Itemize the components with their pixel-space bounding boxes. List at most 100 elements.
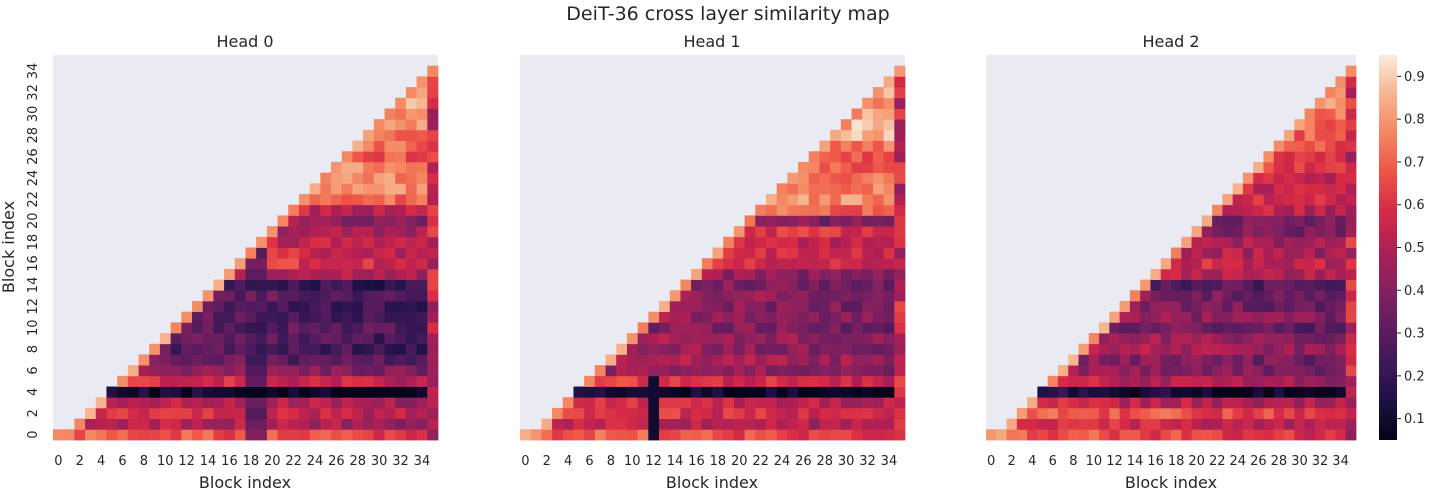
heatmap-cell (331, 247, 343, 259)
heatmap-cell (894, 397, 906, 409)
heatmap-cell (798, 183, 810, 195)
heatmap-cell (894, 87, 906, 99)
heatmap-cell (744, 311, 756, 323)
heatmap-cell (234, 407, 246, 420)
heatmap-cell (1047, 386, 1059, 398)
heatmap-cell (894, 343, 906, 355)
heatmap-cell (894, 97, 906, 109)
heatmap-cell (1284, 300, 1295, 313)
heatmap-cell (691, 365, 703, 377)
heatmap-cell (1232, 311, 1244, 323)
heatmap-cell (659, 311, 671, 323)
heatmap-cell (862, 429, 874, 441)
heatmap-cell (341, 311, 353, 323)
heatmap-cell (1304, 161, 1316, 174)
heatmap-cell (277, 215, 289, 227)
heatmap-cell (277, 418, 289, 430)
heatmap-cell (1263, 407, 1275, 420)
heatmap-cell (755, 365, 767, 377)
heatmap-cell (352, 311, 364, 323)
heatmap-cell (798, 161, 810, 174)
heatmap-cell (883, 97, 895, 109)
heatmap-cell (309, 333, 321, 345)
heatmap-cell (245, 290, 257, 302)
heatmap-cell (224, 333, 236, 345)
heatmap-cell (1160, 397, 1172, 409)
heatmap-cell (819, 375, 831, 387)
heatmap-cell (288, 418, 300, 430)
heatmap-cell (1242, 375, 1254, 387)
heatmap-cell (798, 386, 810, 398)
heatmap-cell (798, 311, 810, 323)
heatmap-cell (298, 194, 311, 206)
heatmap-cell (181, 354, 193, 366)
heatmap-cell (808, 204, 820, 216)
y-tick-label: 14 (26, 277, 41, 294)
heatmap-cell (648, 375, 660, 387)
heatmap-cell (341, 290, 353, 302)
heatmap-cell (298, 268, 311, 280)
heatmap-cell (851, 365, 863, 377)
heatmap-cell (872, 279, 885, 291)
heatmap-cell (1047, 407, 1059, 420)
heatmap-cell (384, 247, 396, 259)
heatmap-cell (1325, 429, 1336, 441)
heatmap-cell (1294, 140, 1306, 152)
heatmap-cell (1140, 418, 1151, 430)
heatmap-cell (298, 386, 311, 398)
heatmap-cell (1222, 418, 1234, 430)
heatmap-cell (405, 247, 418, 259)
heatmap-cell (1304, 226, 1316, 238)
heatmap-cell (1325, 333, 1336, 345)
heatmap-cell (1263, 397, 1275, 409)
heatmap-cell (1345, 300, 1357, 313)
heatmap-cell (1150, 268, 1162, 280)
y-tick-label: 30 (26, 106, 41, 123)
heatmap-cell (1201, 268, 1213, 280)
heatmap-cell (256, 354, 268, 366)
heatmap-cell (648, 365, 660, 377)
heatmap-cell (1304, 343, 1316, 355)
heatmap-cell (605, 407, 617, 420)
heatmap-cell (1129, 354, 1141, 366)
heatmap-cell (1345, 140, 1357, 152)
heatmap-cell (395, 151, 407, 163)
heatmap-cell (352, 236, 364, 248)
heatmap-cell (986, 429, 997, 441)
heatmap-cell (1314, 354, 1326, 366)
heatmap-cell (840, 375, 852, 387)
heatmap-cell (234, 290, 246, 302)
heatmap-cell (1284, 322, 1295, 334)
heatmap-cell (416, 311, 428, 323)
heatmap-cell (181, 333, 193, 345)
heatmap-cell (266, 226, 278, 238)
heatmap-cell (798, 407, 810, 420)
heatmap-cell (405, 407, 418, 420)
heatmap-cell (851, 386, 863, 398)
heatmap-cell (245, 311, 257, 323)
heatmap-cell (1345, 204, 1357, 216)
heatmap-cell (1242, 279, 1254, 291)
heatmap-cell (1325, 300, 1336, 313)
heatmap-cell (862, 204, 874, 216)
heatmap-cell (765, 375, 778, 387)
heatmap-cell (288, 268, 300, 280)
heatmap-cell (363, 311, 375, 323)
heatmap-cell (288, 311, 300, 323)
heatmap-cell (1242, 172, 1254, 184)
heatmap-cell (405, 258, 418, 270)
heatmap-cell (1057, 397, 1069, 409)
heatmap-cell (1314, 300, 1326, 313)
heatmap-cell (384, 418, 396, 430)
heatmap-cell (872, 322, 885, 334)
heatmap-cell (192, 397, 204, 409)
heatmap-cell (320, 236, 332, 248)
heatmap-cell (1304, 386, 1316, 398)
heatmap-cell (1325, 290, 1336, 302)
heatmap-cell (787, 236, 799, 248)
heatmap-cell (1284, 429, 1295, 441)
heatmap-cell (1273, 247, 1285, 259)
heatmap-cell (1335, 407, 1347, 420)
heatmap-cell (363, 365, 375, 377)
heatmap-cell (1242, 268, 1254, 280)
